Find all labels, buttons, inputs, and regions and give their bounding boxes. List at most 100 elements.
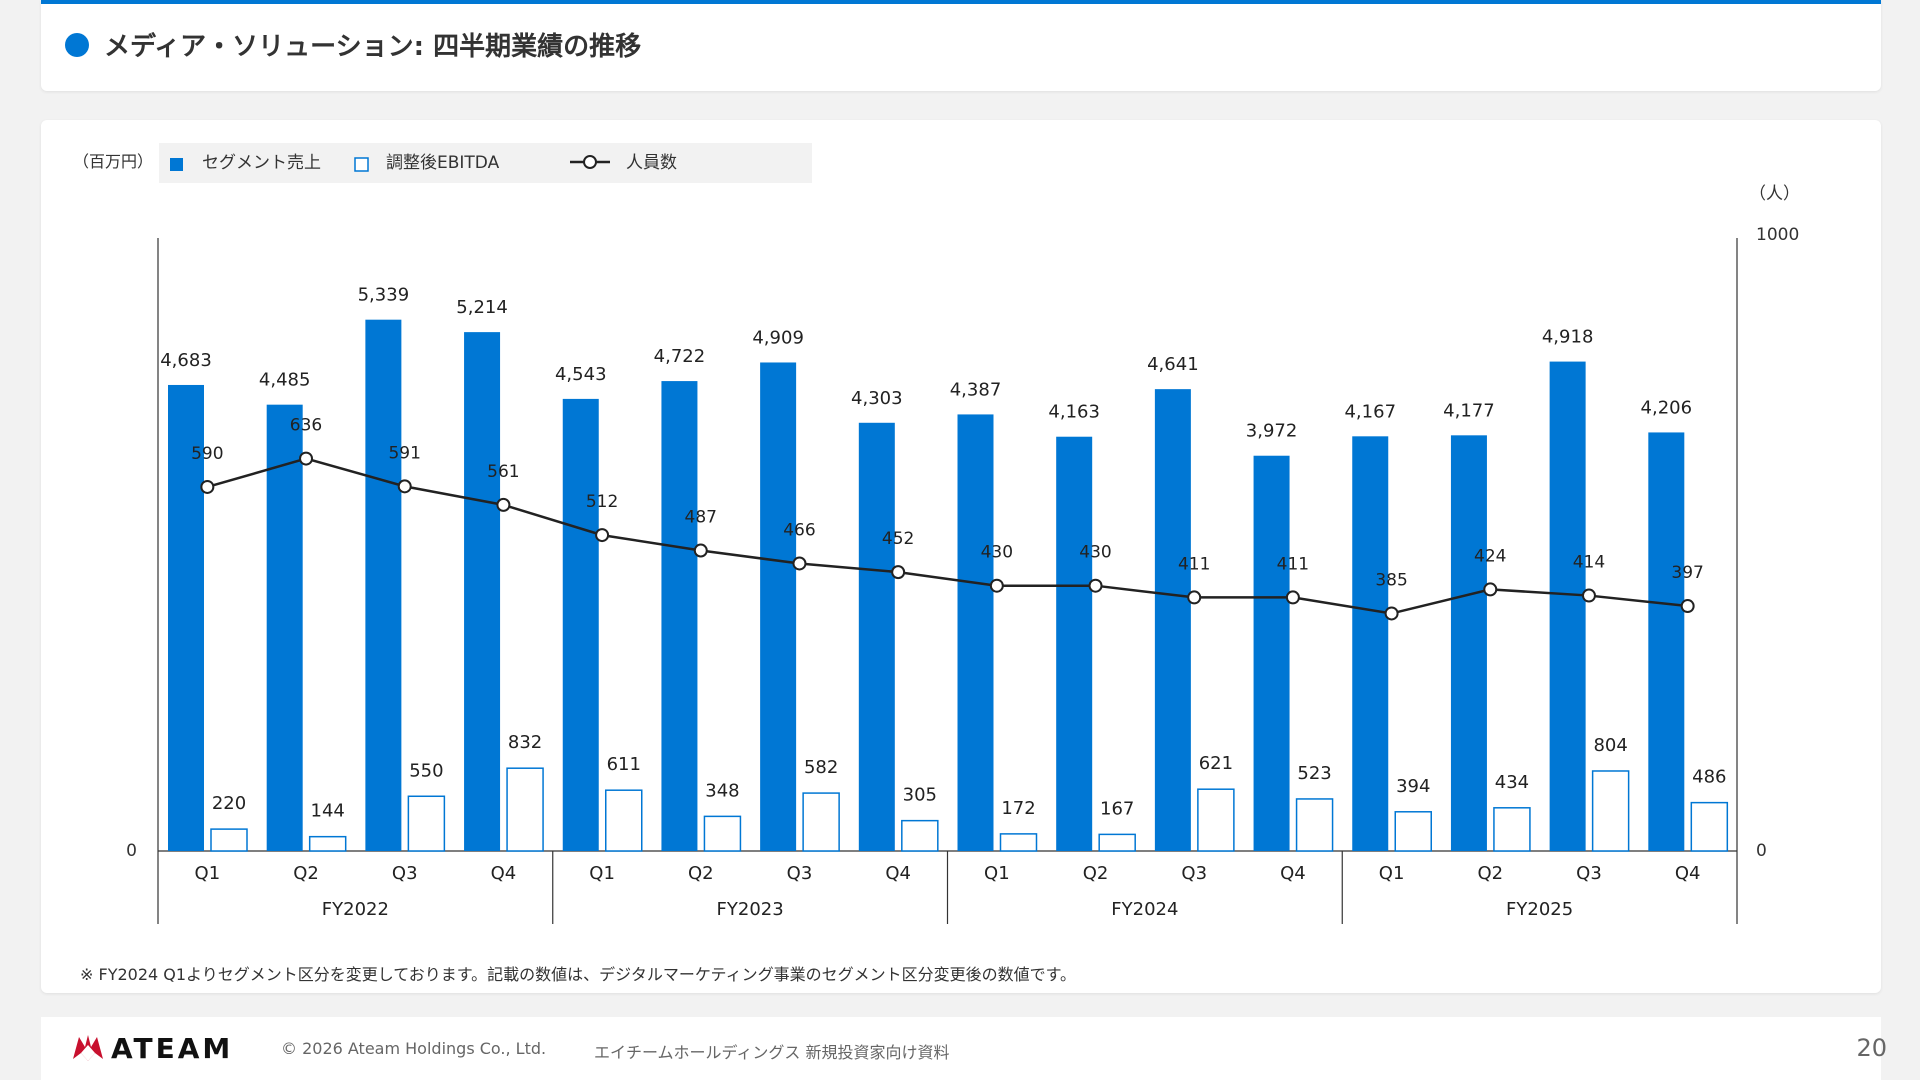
legend-swatch-sales [170,158,183,171]
x-tick-label: Q2 [1083,863,1109,884]
ebitda-label: 582 [804,757,838,778]
left-axis-tick-0: 0 [126,841,137,861]
x-tick-label: Q2 [1477,863,1503,884]
headcount-marker [891,565,906,580]
ebitda-bar [999,833,1038,852]
headcount-marker [496,497,511,512]
legend-label-headcount: 人員数 [626,153,677,173]
headcount-marker [1680,599,1695,614]
ebitda-bar [1098,833,1136,852]
ebitda-label: 172 [1001,798,1035,819]
x-tick-label: Q4 [1675,863,1701,884]
headcount-marker [1285,590,1300,605]
ateam-logo: ATEAM [71,1031,234,1065]
headcount-marker [693,543,708,558]
sales-bar [1352,436,1389,851]
headcount-label: 561 [487,462,519,482]
logo-text: ATEAM [111,1031,234,1065]
headcount-label: 466 [783,520,815,540]
sales-bar [168,384,204,851]
x-tick-label: Q3 [787,863,813,884]
sales-bar [858,422,895,851]
ebitda-label: 486 [1692,767,1726,788]
chart-card: （百万円） セグメント売上 調整後EBITDA 人員数 0 0 1000 （人） 4,683 22… [41,120,1881,993]
x-tick-label: Q2 [688,863,714,884]
legend-label-sales: セグメント売上 [202,153,321,173]
headcount-label: 397 [1671,563,1703,583]
x-tick-label: Q4 [885,863,911,884]
ebitda-bar [901,819,939,852]
ebitda-label: 611 [607,754,641,775]
sales-label: 4,206 [1641,397,1693,418]
headcount-label: 430 [1079,543,1111,563]
ebitda-bar [1197,788,1235,852]
sales-label: 4,387 [950,379,1002,400]
x-tick-label: Q4 [1280,863,1306,884]
headcount-label: 591 [388,443,420,463]
headcount-label: 411 [1178,554,1210,574]
group-label: FY2023 [717,899,784,920]
sales-label: 4,641 [1147,354,1199,375]
ebitda-bar [1690,801,1729,852]
left-axis-unit: （百万円） [73,152,153,171]
headcount-marker [1088,578,1103,593]
headcount-label: 636 [290,416,322,436]
headcount-marker [397,479,412,494]
ebitda-bar [210,828,248,852]
ebitda-label: 832 [508,732,542,753]
sales-label: 4,303 [851,388,903,409]
x-tick-label: Q3 [1181,863,1207,884]
x-tick-label: Q2 [293,863,319,884]
sales-bar [1549,361,1586,851]
ebitda-label: 434 [1495,772,1529,793]
headcount-label: 385 [1375,570,1407,590]
legend-label-ebitda: 調整後EBITDA [386,153,500,173]
headcount-label: 590 [191,444,223,464]
sales-label: 5,339 [358,285,410,306]
headcount-marker [1384,606,1399,621]
legend-swatch-headcount-marker [583,155,597,169]
headcount-marker [1581,588,1596,603]
x-tick-label: Q1 [195,863,221,884]
sales-label: 4,918 [1542,327,1594,348]
headcount-label: 487 [685,508,717,528]
headcount-label: 512 [586,492,618,512]
footnote: ※ FY2024 Q1よりセグメント区分を変更しております。記載の数値は、デジタ… [80,965,1076,984]
ebitda-bar [802,792,840,852]
ebitda-bar [703,815,742,852]
sales-label: 5,214 [456,297,508,318]
ebitda-bar [506,767,544,852]
ebitda-label: 394 [1396,776,1430,797]
page-number: 20 [1856,1034,1887,1062]
sales-bar [1253,455,1290,851]
footer: ATEAM © 2026 Ateam Holdings Co., Ltd. エイ… [41,1017,1887,1080]
sales-bar [365,319,402,852]
sales-label: 3,972 [1246,421,1298,442]
x-tick-label: Q4 [491,863,517,884]
headcount-label: 411 [1277,554,1309,574]
group-label: FY2024 [1111,899,1178,920]
chart: （百万円） セグメント売上 調整後EBITDA 人員数 0 0 1000 （人） 4,683 22… [73,143,1800,924]
legend-swatch-ebitda [354,157,369,172]
sales-label: 4,177 [1443,400,1495,421]
ebitda-label: 220 [212,793,246,814]
right-axis-unit: （人） [1749,184,1800,204]
headcount-marker [200,479,215,494]
x-tick-label: Q3 [392,863,418,884]
sales-label: 4,167 [1344,401,1396,422]
headcount-marker [595,528,610,543]
sales-label: 4,909 [752,327,804,348]
ebitda-bar [1493,807,1531,852]
ebitda-label: 348 [705,780,739,801]
headcount-label: 424 [1474,546,1506,566]
headcount-label: 414 [1573,553,1605,573]
ebitda-bar [1394,811,1432,852]
sales-bar [1154,389,1191,851]
x-tick-label: Q3 [1576,863,1602,884]
sales-bar [1450,435,1487,851]
ebitda-label: 305 [903,785,937,806]
sales-bar [266,404,303,851]
x-tick-label: Q1 [984,863,1010,884]
headcount-marker [299,451,314,466]
ebitda-bar [605,789,643,852]
